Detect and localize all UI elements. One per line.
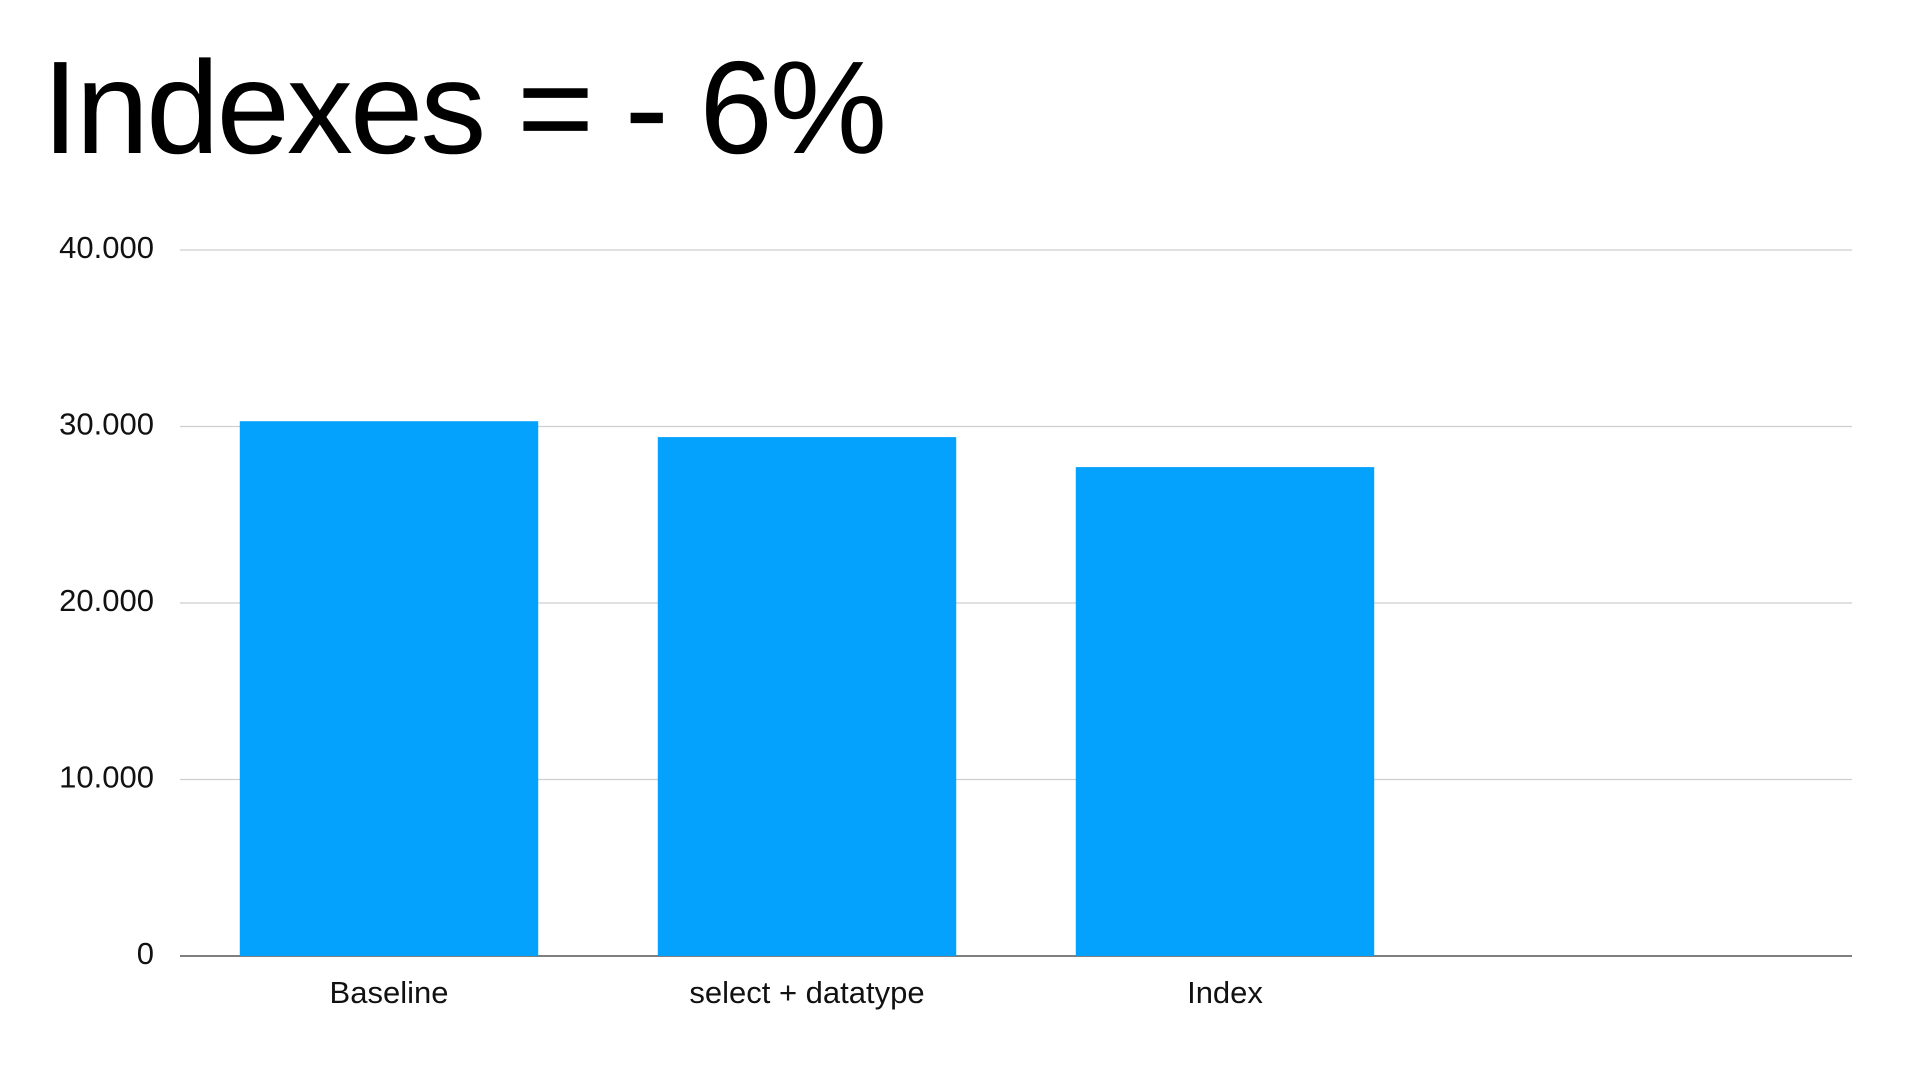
x-tick-label: Baseline xyxy=(330,975,449,1010)
y-tick-label: 0 xyxy=(137,936,154,971)
x-tick-label: Index xyxy=(1187,975,1263,1010)
bar xyxy=(657,437,957,957)
y-tick-label: 20.000 xyxy=(59,583,154,618)
y-tick-label: 30.000 xyxy=(59,407,154,442)
chart-title: Indexes = - 6% xyxy=(42,34,884,181)
y-tick-label: 10.000 xyxy=(59,760,154,795)
bar xyxy=(1075,467,1375,956)
bar xyxy=(239,421,539,957)
y-tick-label: 40.000 xyxy=(59,230,154,265)
x-tick-label: select + datatype xyxy=(689,975,924,1010)
